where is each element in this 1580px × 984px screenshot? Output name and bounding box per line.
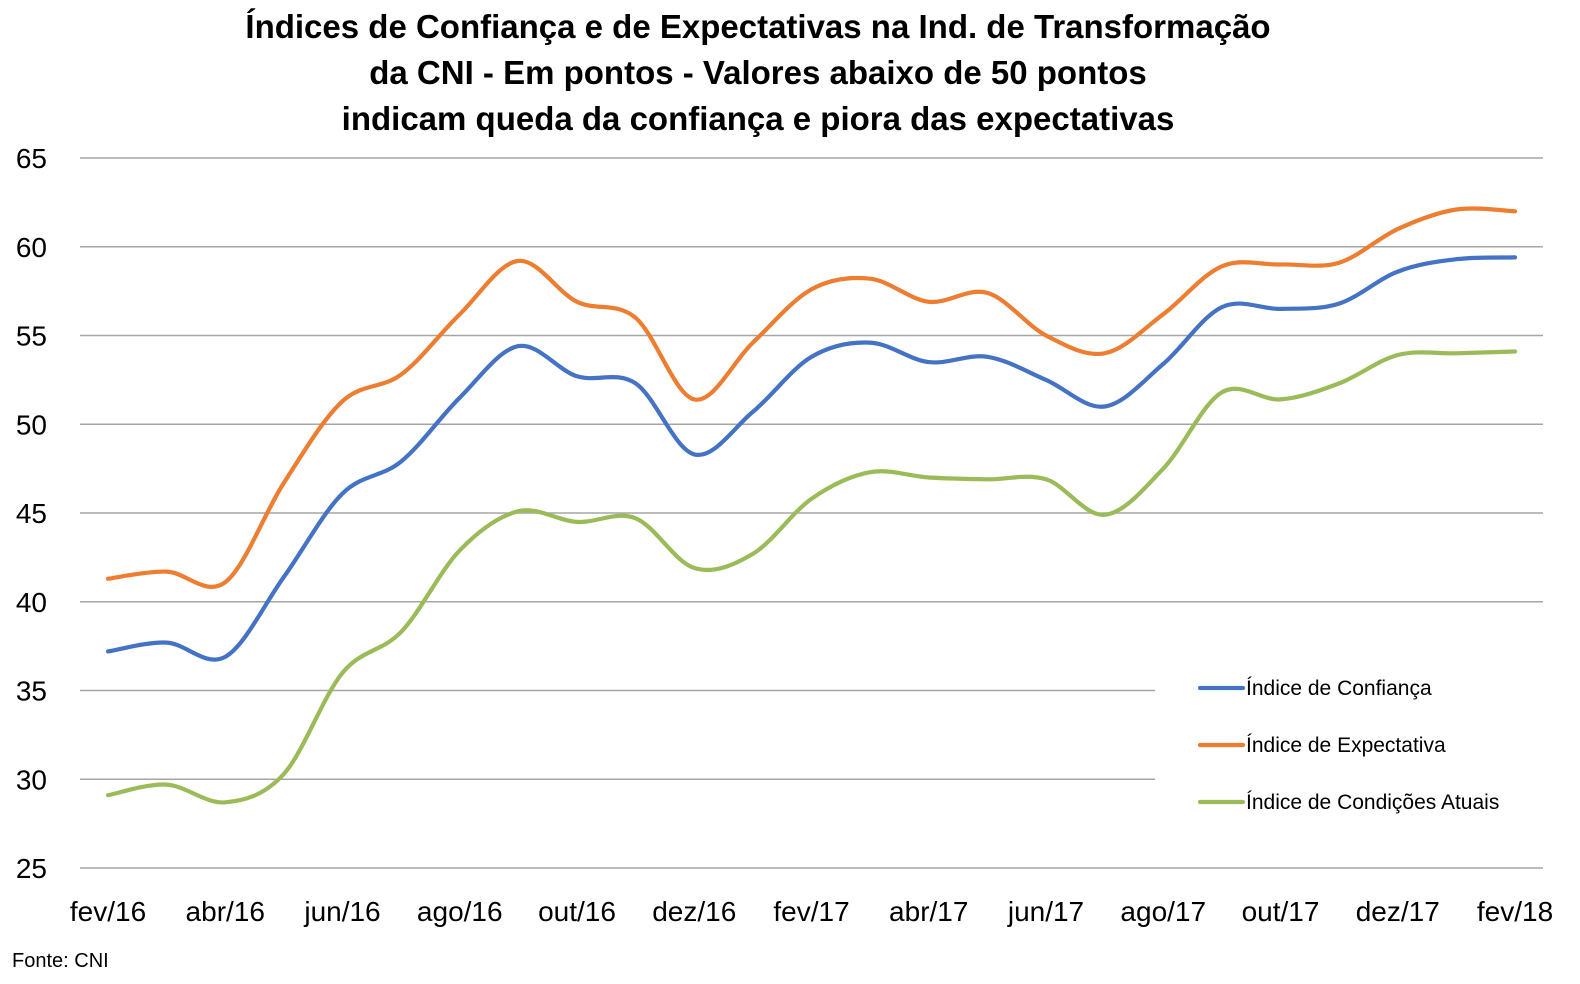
x-tick-label: ago/17 [1120,896,1206,927]
y-tick-label: 50 [16,409,47,440]
y-tick-label: 60 [16,232,47,263]
x-tick-label: jun/16 [303,896,380,927]
x-tick-label: ago/16 [417,896,503,927]
y-tick-label: 45 [16,498,47,529]
legend-label-3: Índice de Condições Atuais [1246,791,1499,814]
x-tick-label: dez/17 [1356,896,1440,927]
x-tick-label: out/17 [1242,896,1320,927]
chart-title-line-1: Índices de Confiança e de Expectativas n… [245,8,1271,45]
x-tick-label: out/16 [538,896,616,927]
chart-title: Índices de Confiança e de Expectativas n… [0,4,1516,142]
series-line-1 [105,255,1518,662]
legend-label-1: Índice de Confiança [1246,677,1432,700]
y-tick-label: 40 [16,587,47,618]
x-tick-label: fev/18 [1477,896,1553,927]
source-note: Fonte: CNI [12,950,109,972]
x-tick-label: fev/16 [70,896,146,927]
x-tick-label: dez/16 [652,896,736,927]
x-tick-label: fev/17 [773,896,849,927]
legend-label-2: Índice de Expectativa [1246,734,1446,757]
legend: Índice de Confiança Índice de Expectativa… [1197,677,1499,814]
y-axis-ticks: 25 30 35 40 45 50 55 60 65 [16,143,47,884]
chart-title-line-2: da CNI - Em pontos - Valores abaixo de 5… [369,54,1147,91]
x-axis-ticks: fev/16 abr/16 jun/16 ago/16 out/16 dez/16 fev/… [70,896,1553,927]
y-tick-label: 25 [16,853,47,884]
x-tick-label: abr/17 [889,896,968,927]
x-tick-label: abr/16 [186,896,265,927]
y-tick-label: 65 [16,143,47,174]
gridlines [80,157,1543,869]
y-tick-label: 35 [16,676,47,707]
series-lines [105,206,1518,805]
chart-title-line-3: indicam queda da confiança e piora das e… [341,100,1175,137]
series-line-2 [105,206,1518,589]
x-tick-label: jun/17 [1007,896,1084,927]
y-tick-label: 55 [16,321,47,352]
y-tick-label: 30 [16,764,47,795]
series-line-3 [105,349,1518,805]
